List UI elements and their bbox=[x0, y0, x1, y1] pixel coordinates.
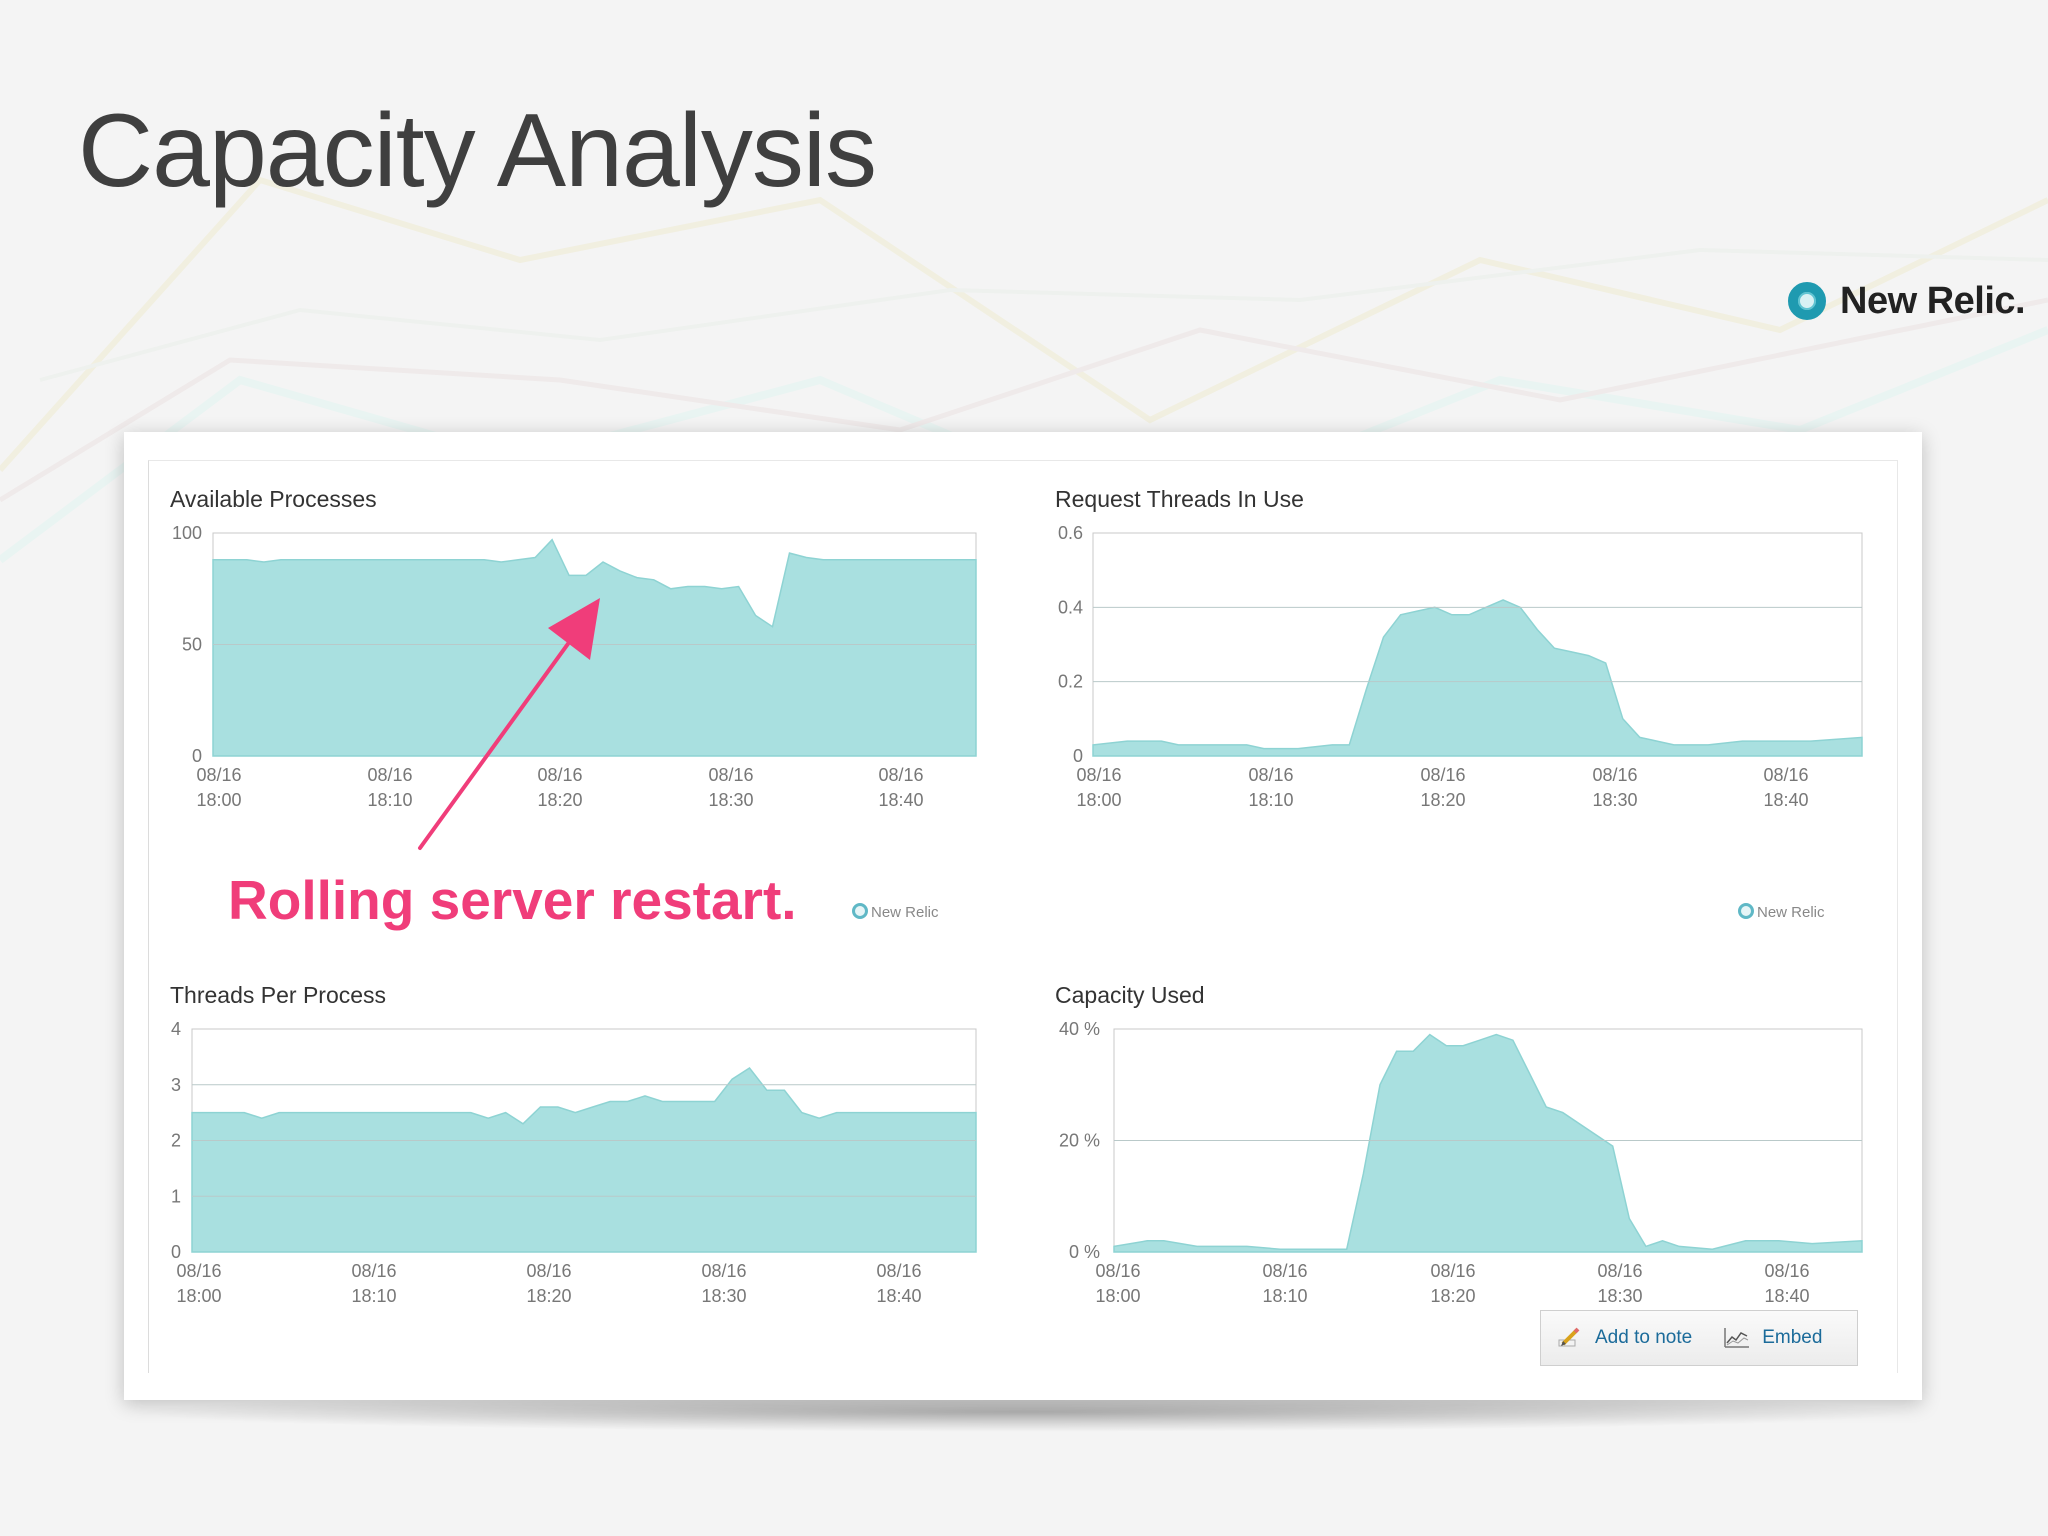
x-tick-date: 08/16 bbox=[876, 1261, 921, 1281]
x-tick-time: 18:20 bbox=[537, 790, 582, 810]
x-tick-date: 08/16 bbox=[1262, 1261, 1307, 1281]
x-tick-date: 08/16 bbox=[1430, 1261, 1475, 1281]
x-tick-date: 08/16 bbox=[1248, 765, 1293, 785]
x-tick-date: 08/16 bbox=[351, 1261, 396, 1281]
y-tick-label: 1 bbox=[171, 1186, 181, 1206]
x-tick-date: 08/16 bbox=[367, 765, 412, 785]
x-tick-date: 08/16 bbox=[1420, 765, 1465, 785]
arrow-head bbox=[548, 598, 600, 660]
x-tick-time: 18:00 bbox=[1076, 790, 1121, 810]
x-tick-date: 08/16 bbox=[701, 1261, 746, 1281]
x-tick-date: 08/16 bbox=[196, 765, 241, 785]
chart-3: Threads Per Process 0 1 2 3 4 08/16 18:00 08/16 1… bbox=[170, 982, 977, 1306]
y-tick-label: 100 bbox=[172, 523, 202, 543]
y-tick-label: 3 bbox=[171, 1075, 181, 1095]
new-relic-watermark: New Relic bbox=[852, 903, 939, 921]
x-tick-time: 18:40 bbox=[1764, 1286, 1809, 1306]
y-tick-label: 20 % bbox=[1059, 1131, 1100, 1151]
x-tick-time: 18:30 bbox=[1592, 790, 1637, 810]
x-tick-time: 18:30 bbox=[1597, 1286, 1642, 1306]
x-tick-date: 08/16 bbox=[878, 765, 923, 785]
y-tick-label: 0 bbox=[192, 746, 202, 766]
x-tick-time: 18:40 bbox=[876, 1286, 921, 1306]
embed-button[interactable]: Embed bbox=[1722, 1326, 1822, 1350]
new-relic-ring-icon bbox=[1738, 903, 1754, 919]
watermark-label: New Relic bbox=[1757, 904, 1825, 921]
new-relic-ring-icon bbox=[852, 903, 868, 919]
series-area bbox=[191, 1066, 977, 1253]
annotation-arrow bbox=[418, 598, 600, 850]
brand-name: New Relic. bbox=[1840, 279, 2026, 322]
x-tick-date: 08/16 bbox=[1095, 1261, 1140, 1281]
x-tick-time: 18:30 bbox=[708, 790, 753, 810]
x-tick-time: 18:10 bbox=[367, 790, 412, 810]
x-tick-date: 08/16 bbox=[1764, 1261, 1809, 1281]
chart-4: Capacity Used 0 % 20 % 40 % 08/16 18:00 08/16 1… bbox=[1055, 982, 1863, 1306]
x-tick-time: 18:00 bbox=[1095, 1286, 1140, 1306]
new-relic-ring-icon bbox=[1788, 282, 1826, 320]
x-tick-time: 18:00 bbox=[176, 1286, 221, 1306]
y-tick-label: 0.4 bbox=[1058, 597, 1083, 617]
brand-logo: New Relic. bbox=[1788, 276, 2026, 326]
y-tick-label: 4 bbox=[171, 1019, 181, 1039]
chart-1: Available Processes 0 50 100 08/16 18:00 08/16… bbox=[170, 486, 977, 921]
add-to-note-button[interactable]: Add to note bbox=[1555, 1326, 1692, 1350]
add-to-note-label: Add to note bbox=[1595, 1327, 1693, 1348]
chart-action-bar: Add to note Embed bbox=[1540, 1310, 1858, 1366]
chart-icon bbox=[1724, 1328, 1750, 1348]
y-tick-label: 0 % bbox=[1069, 1242, 1100, 1262]
chart-title: Threads Per Process bbox=[170, 982, 386, 1008]
chart-2: Request Threads In Use 0 0.2 0.4 0.6 08/16 18:… bbox=[1055, 486, 1863, 921]
chart-title: Available Processes bbox=[170, 486, 377, 512]
arrow-shaft bbox=[418, 628, 580, 850]
x-tick-time: 18:20 bbox=[1420, 790, 1465, 810]
x-tick-date: 08/16 bbox=[1597, 1261, 1642, 1281]
x-tick-time: 18:00 bbox=[196, 790, 241, 810]
y-tick-label: 50 bbox=[182, 635, 202, 655]
embed-label: Embed bbox=[1762, 1327, 1823, 1348]
x-tick-date: 08/16 bbox=[1592, 765, 1637, 785]
x-tick-time: 18:40 bbox=[1763, 790, 1808, 810]
x-tick-date: 08/16 bbox=[708, 765, 753, 785]
watermark-label: New Relic bbox=[871, 904, 939, 921]
x-tick-time: 18:10 bbox=[1248, 790, 1293, 810]
y-tick-label: 0.2 bbox=[1058, 672, 1083, 692]
y-tick-label: 40 % bbox=[1059, 1019, 1100, 1039]
series-area bbox=[212, 538, 977, 757]
y-tick-label: 0 bbox=[171, 1242, 181, 1262]
x-tick-date: 08/16 bbox=[1763, 765, 1808, 785]
new-relic-watermark: New Relic bbox=[1738, 903, 1825, 921]
x-tick-time: 18:30 bbox=[701, 1286, 746, 1306]
panel-inner-frame bbox=[148, 460, 1898, 1373]
annotation-text: Rolling server restart. bbox=[228, 869, 797, 931]
slide-title: Capacity Analysis bbox=[78, 93, 877, 209]
series-area bbox=[1113, 1033, 1863, 1253]
chart-title: Capacity Used bbox=[1055, 982, 1205, 1008]
x-tick-date: 08/16 bbox=[176, 1261, 221, 1281]
y-tick-label: 2 bbox=[171, 1131, 181, 1151]
y-tick-label: 0 bbox=[1073, 746, 1083, 766]
x-tick-time: 18:10 bbox=[1262, 1286, 1307, 1306]
x-tick-date: 08/16 bbox=[526, 1261, 571, 1281]
x-tick-time: 18:20 bbox=[526, 1286, 571, 1306]
chart-title: Request Threads In Use bbox=[1055, 486, 1304, 512]
x-tick-date: 08/16 bbox=[1076, 765, 1121, 785]
x-tick-date: 08/16 bbox=[537, 765, 582, 785]
x-tick-time: 18:20 bbox=[1430, 1286, 1475, 1306]
pencil-icon bbox=[1558, 1327, 1580, 1347]
x-tick-time: 18:40 bbox=[878, 790, 923, 810]
y-tick-label: 0.6 bbox=[1058, 523, 1083, 543]
x-tick-time: 18:10 bbox=[351, 1286, 396, 1306]
